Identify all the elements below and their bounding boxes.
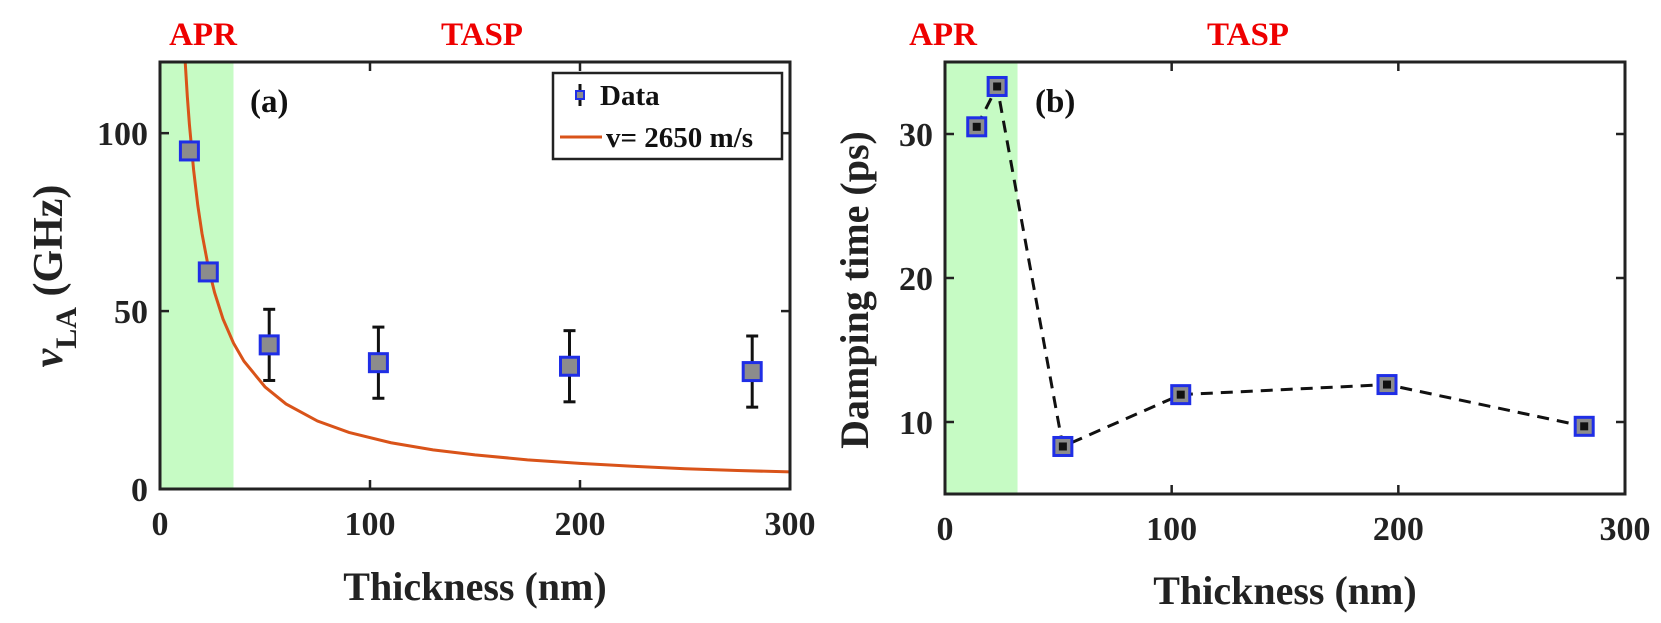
panel-a: APR TASP 0 100 200 300 0 50 100 (a) Data v= 26…: [26, 17, 816, 609]
data-marker: [197, 261, 219, 283]
data-marker: [559, 355, 580, 377]
legend-box-a: [551, 71, 784, 161]
dashed-line-b: [975, 81, 1585, 449]
data-marker: [741, 361, 763, 383]
damping-marker-center: [1058, 442, 1067, 451]
x-tick-label: 100: [1146, 511, 1197, 548]
y-axis-label-a: νLA (GHz): [26, 185, 83, 368]
apr-shaded-region-a: [160, 62, 234, 489]
plot-frame-a: [158, 60, 792, 491]
x-tick-label: 0: [152, 506, 169, 543]
tasp-region-label-b: TASP: [1207, 17, 1289, 53]
legend-a: Data v= 2650 m/s: [551, 71, 784, 161]
svg-text:νLA (GHz): νLA (GHz): [26, 185, 83, 368]
y-tick-label: 0: [131, 472, 148, 509]
apr-region-label-b: APR: [909, 17, 978, 53]
fit-curve-a: [183, 62, 790, 474]
data-points-b: [966, 75, 1595, 457]
fit-curve-line: [183, 62, 790, 474]
x-tick-label: 200: [555, 506, 606, 543]
y-axis-unit-a: (GHz): [26, 185, 72, 307]
y-tick-label: 30: [899, 117, 933, 154]
y-axis-label-b: Damping time (ps): [832, 131, 877, 449]
plot-frame-b: [943, 60, 1627, 496]
x-tick-label: 300: [1600, 511, 1651, 548]
x-tick-label: 0: [937, 511, 954, 548]
panel-label-b: (b): [1035, 84, 1075, 120]
panel-label-a: (a): [250, 84, 288, 120]
x-tick-label: 200: [1373, 511, 1424, 548]
damping-marker-center: [1383, 380, 1391, 389]
ticks-a: 0 100 200 300 0 50 100: [97, 62, 816, 543]
damping-marker-center: [1580, 422, 1589, 431]
data-marker: [367, 352, 389, 374]
data-points-a: [178, 140, 763, 409]
y-axis-symbol-a: ν: [26, 347, 72, 367]
legend-marker-icon: [575, 90, 585, 100]
x-axis-label-b: Thickness (nm): [1153, 568, 1416, 613]
y-tick-label: 10: [899, 405, 933, 442]
x-tick-label: 100: [345, 506, 396, 543]
tasp-region-label-a: TASP: [441, 17, 523, 53]
y-axis-subscript-a: LA: [50, 307, 83, 349]
y-tick-label: 50: [114, 294, 148, 331]
x-tick-label: 300: [765, 506, 816, 543]
legend-label-fit: v= 2650 m/s: [606, 122, 753, 154]
damping-marker-center: [1176, 390, 1185, 399]
y-tick-label: 100: [97, 116, 148, 153]
ticks-b: 0 100 200 300 10 20 30: [899, 62, 1651, 548]
data-marker: [258, 334, 280, 356]
damping-dashed-line: [975, 81, 1585, 449]
legend-label-data: Data: [600, 80, 660, 112]
x-axis-label-a: Thickness (nm): [343, 564, 606, 609]
data-marker: [178, 140, 200, 162]
panel-b: APR TASP 0 100 200 300 10 20 30 (b) Thickness …: [832, 17, 1651, 613]
damping-marker-center: [993, 82, 1002, 91]
damping-marker-center: [972, 122, 981, 131]
y-tick-label: 20: [899, 261, 933, 298]
apr-region-label-a: APR: [169, 17, 238, 53]
